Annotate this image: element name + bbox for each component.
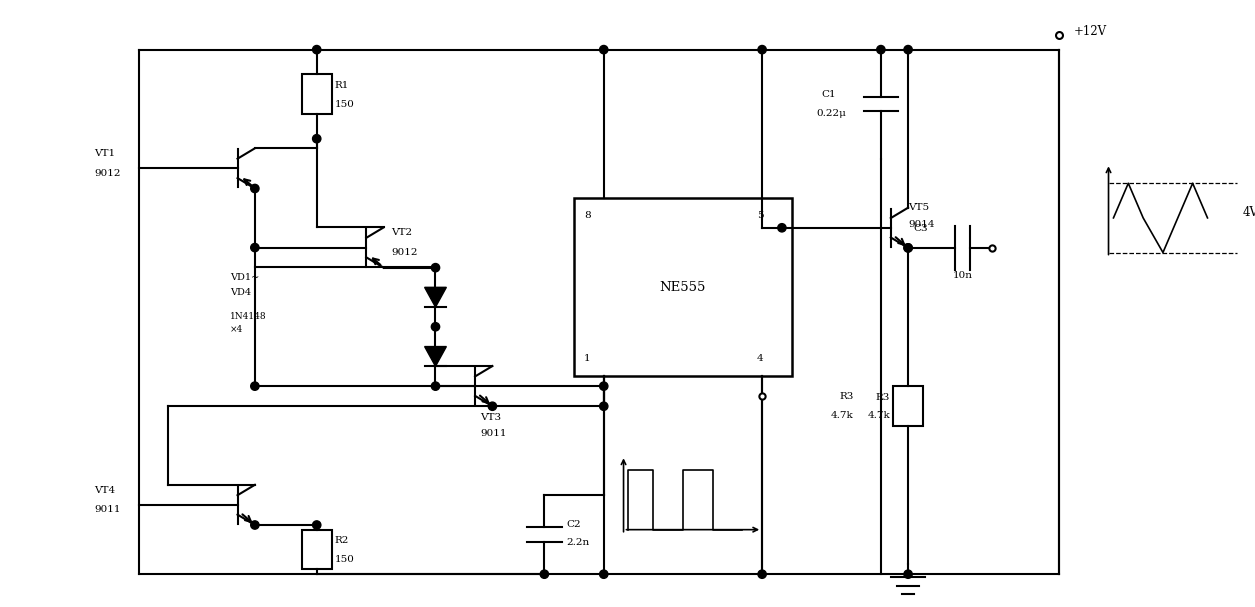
Text: 9012: 9012 [94, 169, 120, 178]
Circle shape [540, 570, 548, 578]
Circle shape [904, 46, 912, 54]
Polygon shape [424, 287, 447, 307]
Text: 8: 8 [584, 211, 591, 220]
Text: 150: 150 [335, 555, 354, 564]
Circle shape [251, 185, 259, 192]
Bar [302, 75, 331, 114]
Text: 150: 150 [335, 100, 354, 109]
Text: 4V: 4V [1242, 206, 1255, 220]
Circle shape [251, 243, 259, 252]
Circle shape [600, 46, 607, 54]
Circle shape [877, 46, 885, 54]
Text: 1N4148: 1N4148 [230, 313, 267, 321]
Text: 4.7k: 4.7k [867, 412, 890, 421]
Circle shape [432, 263, 439, 272]
Circle shape [312, 135, 321, 143]
Text: R3: R3 [876, 393, 890, 402]
Circle shape [312, 46, 321, 54]
Circle shape [778, 223, 786, 232]
Circle shape [758, 46, 767, 54]
Text: VT3: VT3 [479, 413, 501, 422]
Text: 9011: 9011 [94, 506, 120, 514]
Text: VT5: VT5 [909, 203, 930, 212]
Text: VT2: VT2 [392, 228, 412, 237]
Text: C1: C1 [822, 90, 836, 99]
Text: 0.22μ: 0.22μ [817, 109, 846, 118]
Bar [574, 198, 792, 376]
Circle shape [904, 244, 912, 252]
Text: 9011: 9011 [479, 429, 507, 438]
Text: 9012: 9012 [392, 248, 418, 257]
Polygon shape [424, 347, 447, 367]
Circle shape [432, 382, 439, 390]
Text: R2: R2 [335, 536, 349, 545]
Text: 10n: 10n [953, 271, 973, 280]
Circle shape [904, 244, 912, 252]
Circle shape [432, 322, 439, 331]
Bar [894, 386, 922, 426]
Circle shape [312, 521, 321, 529]
Text: 4: 4 [757, 354, 764, 363]
Text: 5: 5 [757, 211, 764, 220]
Circle shape [251, 382, 259, 390]
Text: VT4: VT4 [94, 486, 115, 495]
Circle shape [251, 521, 259, 529]
Text: R1: R1 [335, 81, 349, 90]
Text: ×4: ×4 [230, 325, 243, 334]
Text: C2: C2 [566, 520, 581, 529]
Text: 2.2n: 2.2n [566, 538, 590, 547]
Circle shape [600, 570, 607, 578]
Text: NE555: NE555 [660, 280, 707, 294]
Bar [302, 530, 331, 569]
Text: 1: 1 [584, 354, 591, 363]
Text: VD1~: VD1~ [230, 273, 260, 282]
Text: R3: R3 [840, 392, 853, 401]
Circle shape [600, 402, 607, 410]
Text: 9014: 9014 [909, 220, 935, 229]
Text: VD4: VD4 [230, 288, 251, 297]
Text: 4.7k: 4.7k [831, 412, 853, 421]
Circle shape [758, 570, 767, 578]
Circle shape [488, 402, 497, 410]
Text: VT1: VT1 [94, 149, 115, 158]
Text: +12V: +12V [1074, 25, 1107, 38]
Circle shape [904, 570, 912, 578]
Text: C3: C3 [914, 223, 927, 232]
Circle shape [600, 382, 607, 390]
